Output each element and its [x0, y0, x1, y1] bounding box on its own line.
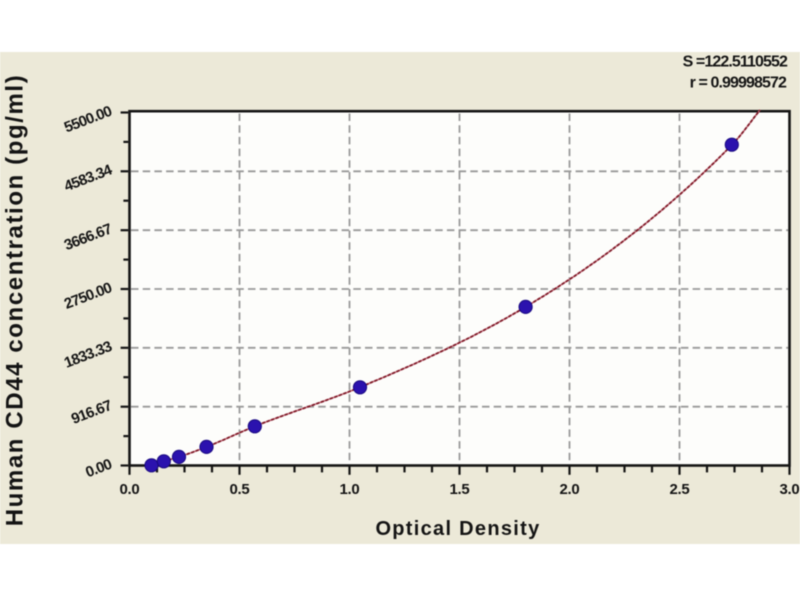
svg-text:0.5: 0.5	[230, 481, 250, 498]
svg-text:1.0: 1.0	[340, 481, 360, 498]
svg-text:0.0: 0.0	[120, 481, 140, 498]
svg-text:S =122.5110552: S =122.5110552	[683, 54, 788, 71]
svg-text:r = 0.99998572: r = 0.99998572	[690, 75, 787, 92]
svg-text:3.0: 3.0	[780, 481, 800, 498]
svg-text:Human CD44 concentration (pg/m: Human CD44 concentration (pg/ml)	[2, 74, 29, 527]
svg-text:2.0: 2.0	[560, 481, 580, 498]
svg-text:1.5: 1.5	[450, 481, 470, 498]
svg-text:Optical Density: Optical Density	[375, 518, 540, 540]
svg-text:2.5: 2.5	[670, 481, 690, 498]
